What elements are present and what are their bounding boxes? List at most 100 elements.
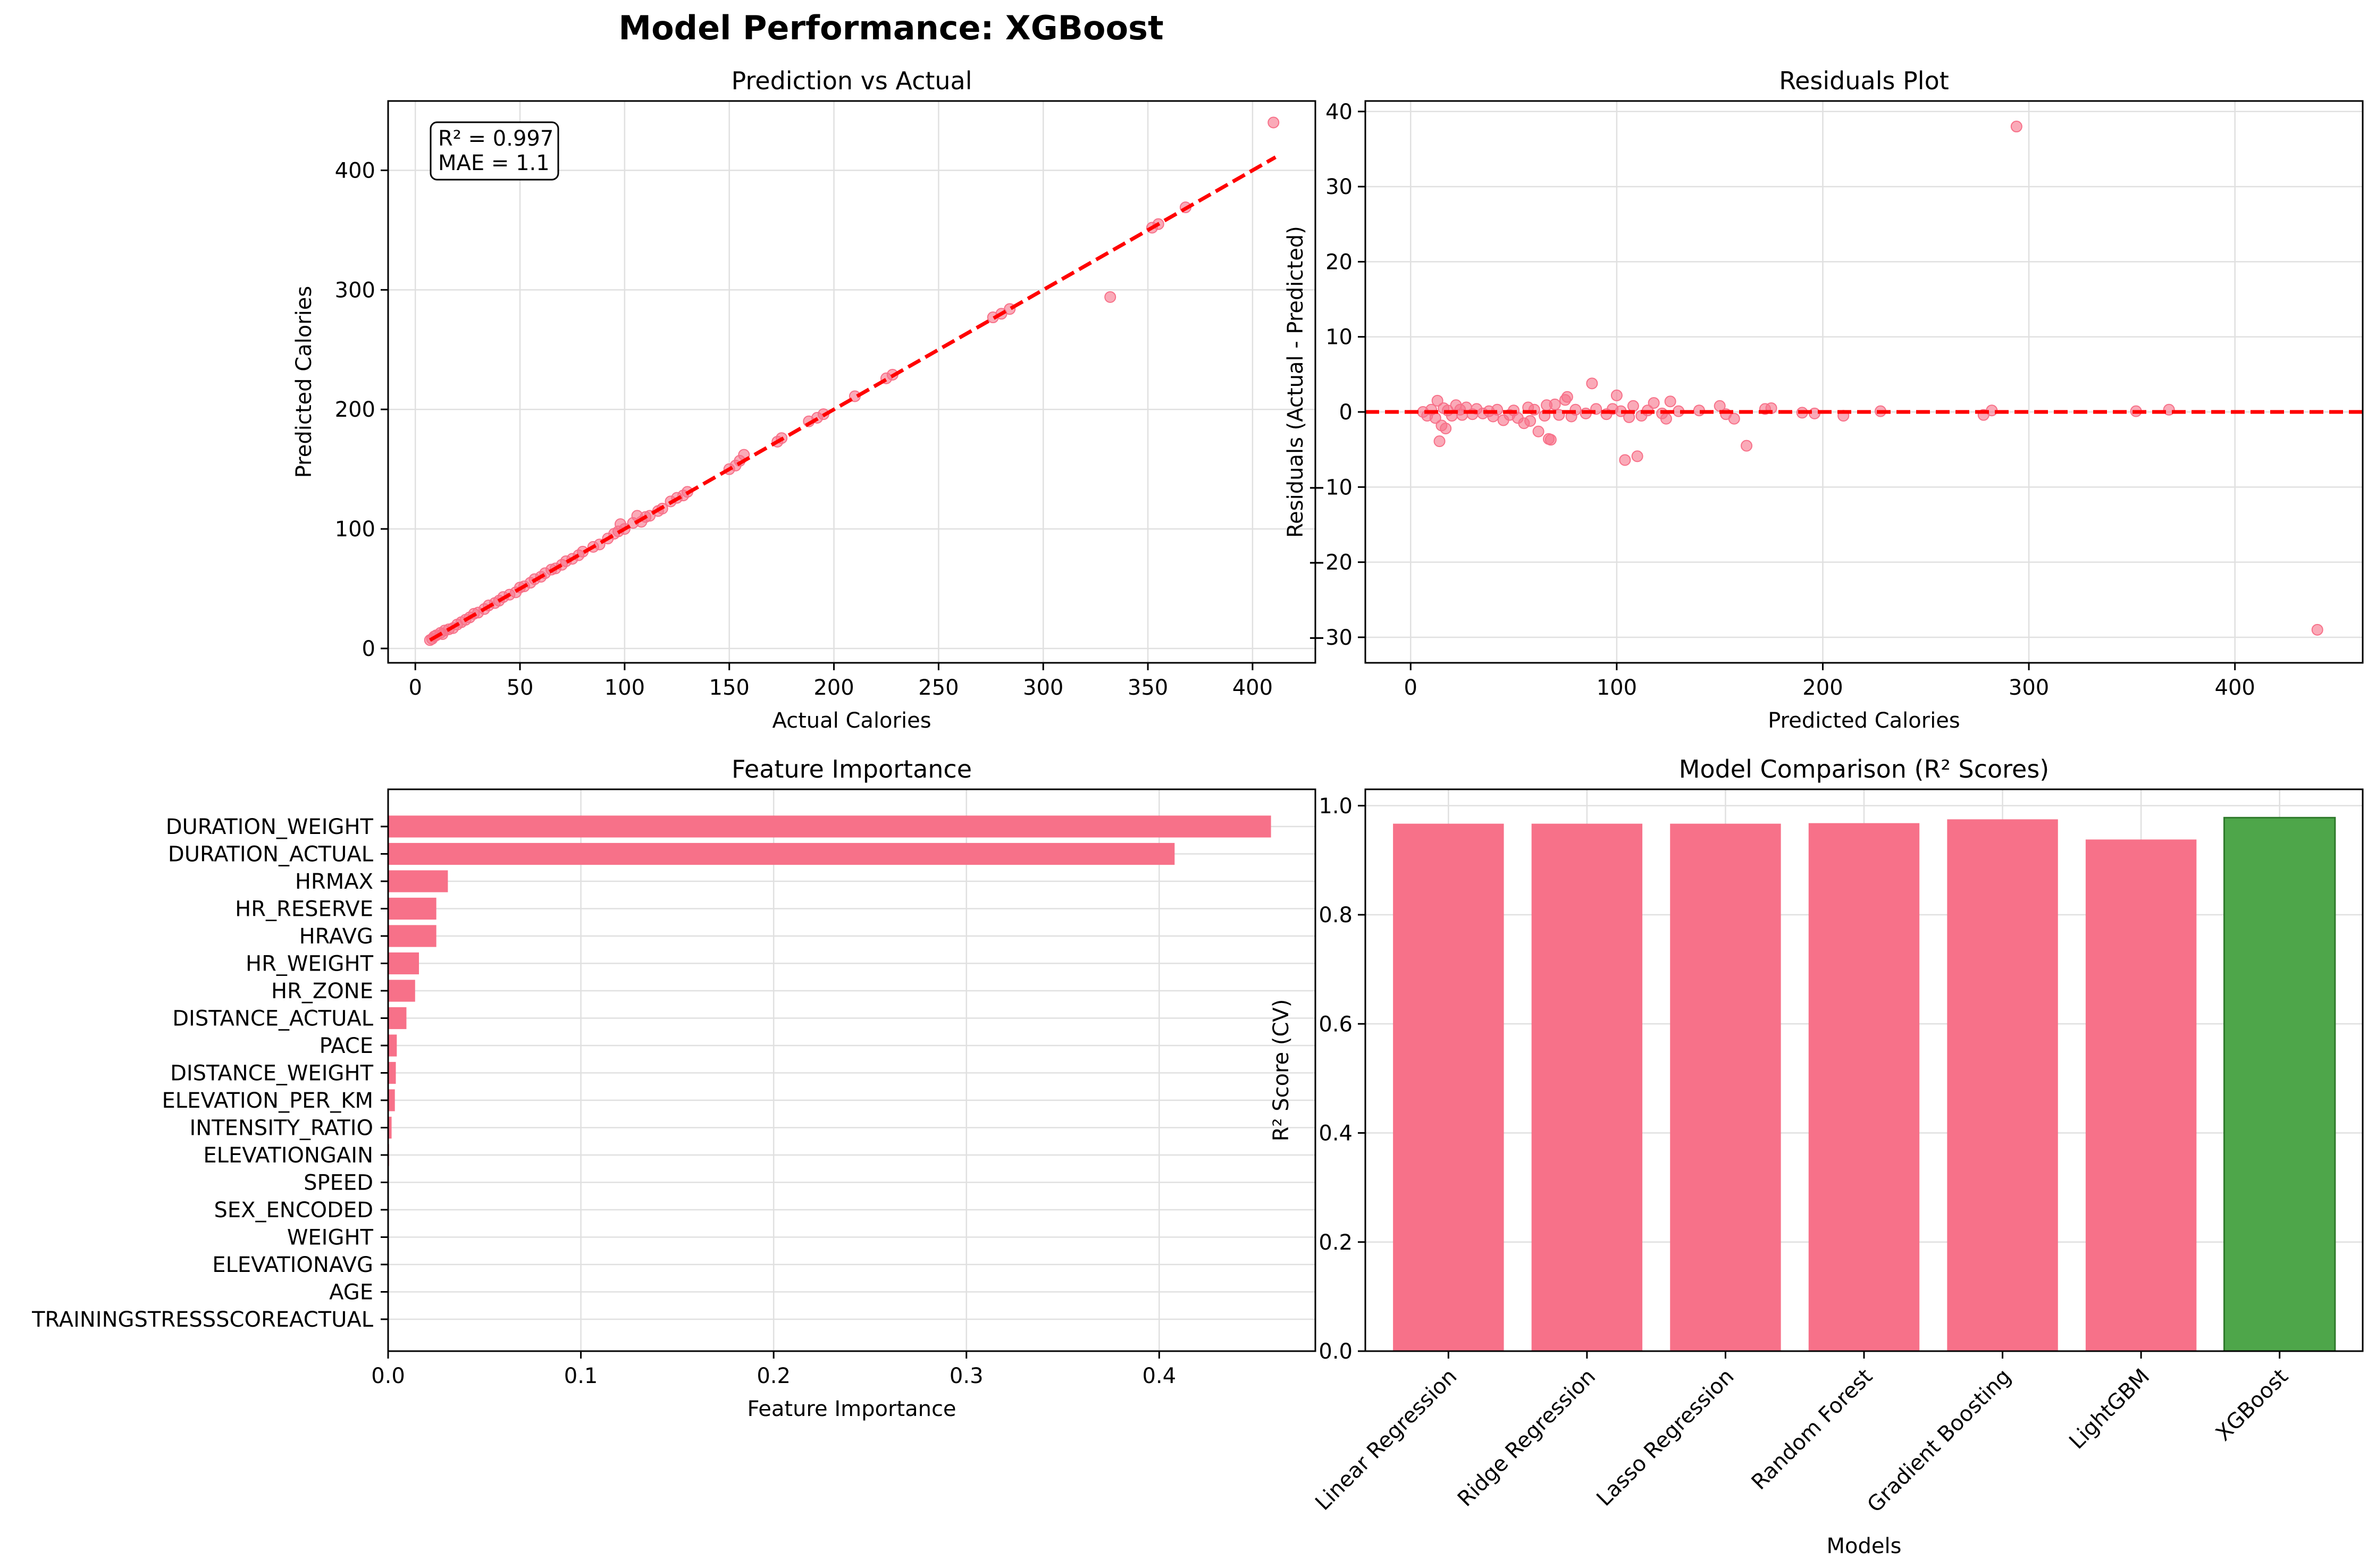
- pva-x-tick-label: 50: [507, 676, 534, 700]
- fi-category-label: SPEED: [304, 1171, 373, 1195]
- res-x-tick-label: 100: [1597, 676, 1637, 700]
- fi-category-label: HR_WEIGHT: [246, 952, 374, 976]
- mc-y-tick-label: 0.0: [1319, 1339, 1353, 1364]
- fi-category-label: ELEVATION_PER_KM: [162, 1089, 373, 1113]
- fi-category-label: TRAININGSTRESSSCOREACTUAL: [31, 1308, 374, 1332]
- fi-bar: [388, 842, 1175, 865]
- fi-category-label: INTENSITY_RATIO: [189, 1116, 373, 1141]
- res-title: Residuals Plot: [1779, 66, 1949, 95]
- fi-x-tick-label: 0.2: [757, 1364, 791, 1388]
- mc-y-tick-label: 0.2: [1319, 1230, 1353, 1255]
- mc-category-label: XGBoost: [2211, 1364, 2293, 1446]
- fi-category-label: DISTANCE_ACTUAL: [172, 1007, 373, 1031]
- fi-bar: [388, 1034, 397, 1057]
- pva-x-tick-label: 100: [605, 676, 645, 700]
- res-x-tick-label: 200: [1802, 676, 1843, 700]
- mc-y-tick-label: 0.8: [1319, 903, 1353, 928]
- fi-axes-frame: [387, 788, 1316, 1352]
- fi-bar: [388, 815, 1271, 838]
- pva-annotation-text: MAE = 1.1: [438, 151, 550, 175]
- pva-x-tick-label: 250: [918, 676, 959, 700]
- res-y-tick-label: 30: [1325, 175, 1353, 199]
- fi-x-tick-label: 0.3: [950, 1364, 984, 1388]
- model-comparison-panel: Model Comparison (R² Scores) Models 0.0 0.2…: [1269, 755, 2364, 1558]
- mc-title: Model Comparison (R² Scores): [1679, 755, 2050, 783]
- res-point: [1524, 415, 1537, 427]
- fi-bar: [388, 1116, 392, 1139]
- res-point: [1619, 454, 1631, 466]
- pva-axes-frame: [387, 100, 1316, 664]
- mc-xlabel: Models: [1827, 1534, 1902, 1558]
- res-y-tick-label: 0: [1339, 400, 1353, 425]
- pva-ylabel: Predicted Calories: [292, 286, 316, 478]
- fi-bar: [388, 952, 419, 975]
- res-y-tick-label: 10: [1325, 325, 1353, 350]
- feature-importance-panel: Feature Importance Feature Importance 0.0 0…: [31, 755, 1316, 1421]
- pva-y-tick-label: 0: [362, 637, 375, 661]
- fi-bar: [388, 1007, 407, 1030]
- fi-category-label: ELEVATIONGAIN: [203, 1143, 373, 1168]
- fi-x-tick-label: 0.0: [371, 1364, 405, 1388]
- mc-y-tick-label: 0.6: [1319, 1012, 1353, 1036]
- res-point: [1660, 412, 1672, 425]
- residuals-panel: Residuals Plot Predicted Calories 0 100 200 3…: [1283, 66, 2364, 733]
- fi-title: Feature Importance: [732, 755, 972, 783]
- res-point: [1648, 397, 1660, 409]
- pva-y-tick-label: 300: [335, 278, 375, 302]
- res-point: [1627, 400, 1639, 412]
- fi-category-label: SEX_ENCODED: [214, 1198, 373, 1223]
- res-y-tick-label: 20: [1325, 250, 1353, 274]
- fi-category-label: HR_RESERVE: [235, 897, 373, 922]
- res-point: [1586, 377, 1598, 390]
- fi-x-tick-label: 0.1: [564, 1364, 598, 1388]
- res-xlabel: Predicted Calories: [1768, 709, 1960, 733]
- mc-category-label: Random Forest: [1747, 1364, 1877, 1495]
- fi-category-label: ELEVATIONAVG: [212, 1253, 373, 1277]
- fi-category-label: PACE: [320, 1034, 373, 1058]
- res-point: [1728, 412, 1740, 425]
- res-point: [1664, 395, 1676, 408]
- fi-bar: [388, 897, 436, 920]
- res-y-tick-label: −30: [1308, 626, 1353, 650]
- mc-bar-highlight: [2223, 816, 2336, 1352]
- mc-bar: [2085, 839, 2197, 1351]
- pva-x-tick-label: 150: [709, 676, 750, 700]
- fi-category-label: DURATION_WEIGHT: [166, 815, 374, 839]
- mc-y-tick-label: 1.0: [1319, 794, 1353, 819]
- fi-category-label: HR_ZONE: [271, 979, 373, 1004]
- pva-annotation-text: R² = 0.997: [438, 127, 553, 151]
- fi-category-label: AGE: [329, 1280, 373, 1305]
- res-point: [1431, 394, 1443, 407]
- fi-category-label: HRMAX: [295, 870, 373, 894]
- res-point: [1549, 398, 1561, 410]
- res-point: [2010, 121, 2022, 133]
- fi-category-label: DISTANCE_WEIGHT: [170, 1061, 374, 1086]
- pva-x-tick-label: 0: [408, 676, 422, 700]
- res-point: [2163, 403, 2175, 416]
- fi-category-label: DURATION_ACTUAL: [168, 842, 374, 867]
- res-y-tick-label: 40: [1325, 100, 1353, 124]
- mc-y-tick-label: 0.4: [1319, 1122, 1353, 1146]
- res-point: [1553, 409, 1565, 421]
- mc-category-label: Gradient Boosting: [1862, 1364, 2016, 1518]
- res-point: [1544, 434, 1557, 446]
- res-point: [1440, 423, 1452, 435]
- mc-bar: [1808, 823, 1920, 1351]
- prediction-vs-actual-panel: Prediction vs Actual Actual Calories 0 50 10…: [292, 66, 1316, 733]
- res-y-tick-label: −10: [1308, 475, 1353, 500]
- mc-bar: [1947, 819, 2058, 1351]
- mc-bar: [1670, 823, 1781, 1351]
- res-x-tick-label: 300: [2009, 676, 2049, 700]
- pva-x-tick-label: 300: [1023, 676, 1063, 700]
- mc-axes-frame: [1364, 788, 2364, 1352]
- mc-category-label: Ridge Regression: [1453, 1364, 1600, 1512]
- mc-bar: [1393, 823, 1504, 1351]
- pva-y-tick-label: 400: [335, 158, 375, 183]
- res-point: [1433, 435, 1446, 448]
- pva-xlabel: Actual Calories: [772, 709, 931, 733]
- fi-bar: [388, 925, 436, 947]
- mc-category-label: LightGBM: [2064, 1364, 2154, 1454]
- mc-ylabel: R² Score (CV): [1269, 999, 1294, 1142]
- res-point: [1532, 425, 1544, 437]
